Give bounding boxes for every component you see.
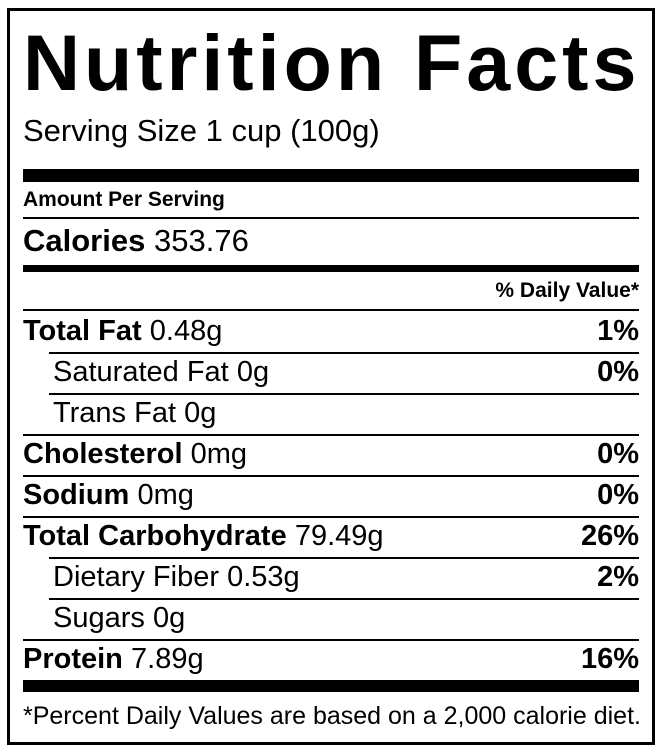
nutrient-name: Total Fat xyxy=(23,315,142,347)
nutrient-name: Sugars xyxy=(53,602,145,634)
nutrient-daily-value: 1% xyxy=(597,315,639,347)
thick-divider-top xyxy=(23,169,639,182)
nutrient-name: Trans Fat xyxy=(53,397,177,429)
nutrient-row-total-carbohydrate: Total Carbohydrate 79.49g 26% xyxy=(23,516,639,557)
nutrient-daily-value: 0% xyxy=(597,479,639,511)
nutrient-row-trans-fat: Trans Fat 0g xyxy=(23,393,639,434)
nutrient-name: Total Carbohydrate xyxy=(23,520,287,552)
daily-value-footnote: *Percent Daily Values are based on a 2,0… xyxy=(23,702,639,730)
nutrient-row-total-fat: Total Fat 0.48g 1% xyxy=(23,311,639,352)
nutrient-amount: 0.48g xyxy=(149,315,223,347)
nutrient-daily-value: 2% xyxy=(597,561,639,593)
amount-per-serving-heading: Amount Per Serving xyxy=(23,182,639,219)
nutrient-row-saturated-fat: Saturated Fat 0g 0% xyxy=(23,352,639,393)
nutrient-amount: 0mg xyxy=(137,479,194,511)
thick-divider-bottom xyxy=(23,680,639,692)
nutrient-name: Cholesterol xyxy=(23,438,183,470)
nutrient-name: Protein xyxy=(23,643,123,675)
serving-size-text: Serving Size 1 cup (100g) xyxy=(23,113,380,148)
nutrient-amount: 7.89g xyxy=(131,643,204,675)
nutrient-text: Trans Fat 0g xyxy=(23,393,216,434)
calories-value: 353.76 xyxy=(154,223,249,258)
nutrient-row-dietary-fiber: Dietary Fiber 0.53g 2% xyxy=(23,557,639,598)
nutrient-text: Saturated Fat 0g xyxy=(23,352,269,393)
nutrient-daily-value: 0% xyxy=(597,438,639,470)
nutrient-text: Total Fat 0.48g xyxy=(23,311,222,352)
nutrient-name: Saturated Fat xyxy=(53,356,229,388)
daily-value-header: % Daily Value* xyxy=(23,272,639,311)
nutrient-daily-value: 0% xyxy=(597,356,639,388)
nutrient-text: Total Carbohydrate 79.49g xyxy=(23,516,384,557)
nutrient-text: Cholesterol 0mg xyxy=(23,434,247,475)
nutrient-amount: 0g xyxy=(184,397,217,429)
nutrient-text: Dietary Fiber 0.53g xyxy=(23,557,300,598)
nutrient-amount: 0g xyxy=(236,356,270,388)
label-title: Nutrition Facts xyxy=(23,23,639,103)
nutrient-name: Sodium xyxy=(23,479,130,511)
calories-row: Calories 353.76 xyxy=(23,219,639,265)
nutrition-facts-label: Nutrition Facts Serving Size 1 cup (100g… xyxy=(7,8,655,745)
calories-label: Calories xyxy=(23,223,146,258)
nutrient-amount: 0g xyxy=(153,602,186,634)
nutrient-row-sodium: Sodium 0mg 0% xyxy=(23,475,639,516)
nutrient-name: Dietary Fiber xyxy=(53,561,219,593)
nutrient-amount: 0mg xyxy=(190,438,248,470)
nutrient-row-protein: Protein 7.89g 16% xyxy=(23,639,639,680)
nutrient-text: Protein 7.89g xyxy=(23,639,204,680)
nutrient-daily-value: 16% xyxy=(580,643,639,675)
nutrient-amount: 79.49g xyxy=(294,520,384,552)
nutrient-row-sugars: Sugars 0g xyxy=(23,598,639,639)
medium-divider xyxy=(23,265,639,272)
nutrient-row-cholesterol: Cholesterol 0mg 0% xyxy=(23,434,639,475)
nutrient-daily-value: 26% xyxy=(580,520,639,552)
nutrient-amount: 0.53g xyxy=(227,561,300,593)
nutrient-text: Sodium 0mg xyxy=(23,475,194,516)
nutrient-text: Sugars 0g xyxy=(23,598,185,639)
